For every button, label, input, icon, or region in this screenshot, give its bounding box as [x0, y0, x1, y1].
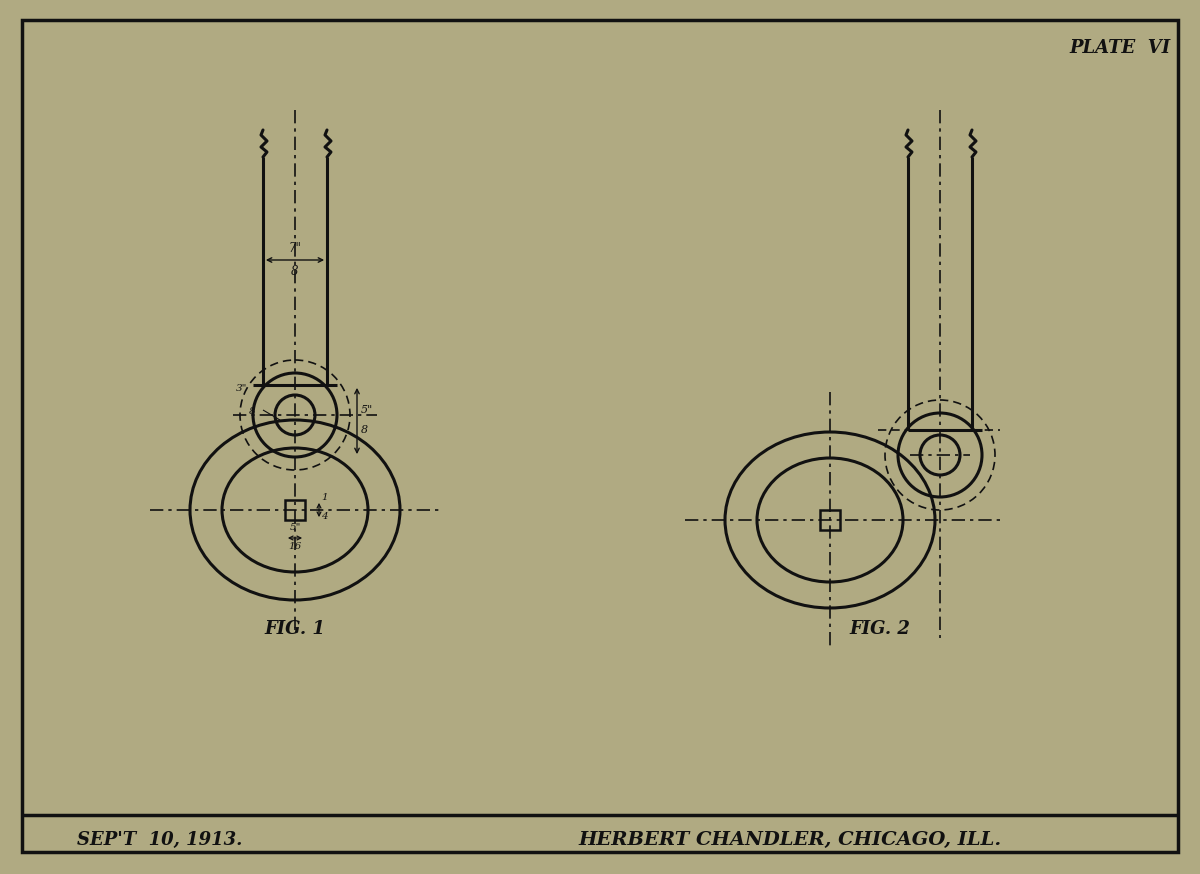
- Text: 16: 16: [288, 542, 301, 551]
- Text: 3": 3": [235, 384, 247, 393]
- Text: 8: 8: [248, 407, 256, 416]
- Text: 4: 4: [322, 512, 328, 521]
- Text: FIG. 2: FIG. 2: [850, 620, 911, 638]
- Text: 1: 1: [322, 493, 328, 502]
- Text: HERBERT CHANDLER, CHICAGO, ILL.: HERBERT CHANDLER, CHICAGO, ILL.: [578, 831, 1002, 849]
- Text: 5": 5": [289, 523, 301, 532]
- Text: FIG. 1: FIG. 1: [264, 620, 325, 638]
- Text: 5": 5": [361, 405, 373, 415]
- Text: SEP'T  10, 1913.: SEP'T 10, 1913.: [77, 831, 242, 849]
- Text: 7": 7": [288, 242, 301, 255]
- Text: PLATE  VI: PLATE VI: [1069, 39, 1170, 57]
- Text: 8: 8: [361, 425, 368, 435]
- Text: 8: 8: [292, 265, 299, 278]
- Bar: [820, 510, 840, 530]
- Bar: [286, 500, 305, 520]
